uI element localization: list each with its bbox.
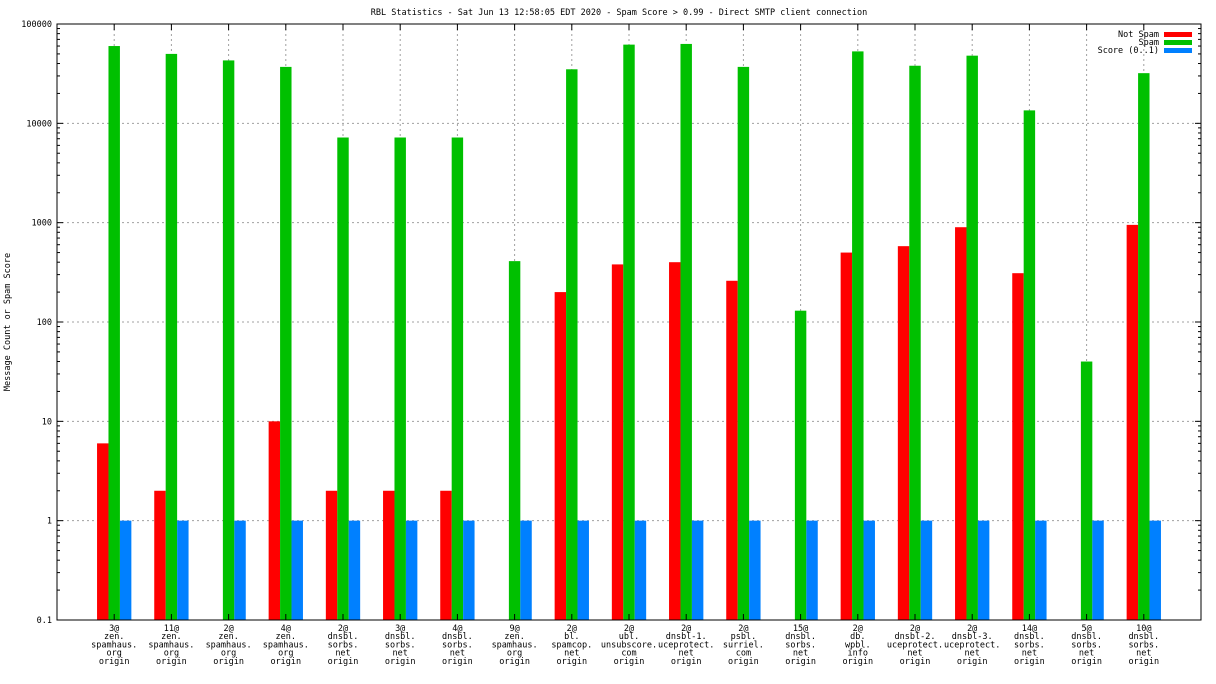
bar-spam: [1080, 361, 1093, 620]
x-tick-label: 10@ dnsbl. sorbs. net origin: [1128, 624, 1159, 667]
bar-score-0-1: [1149, 520, 1161, 620]
legend-swatch: [1164, 40, 1192, 45]
bar-spam: [165, 53, 178, 620]
bar-spam: [794, 310, 807, 620]
legend-swatch: [1164, 32, 1192, 37]
bar-not-spam: [440, 490, 452, 620]
x-tick-label: 11@ zen. spamhaus. org origin: [148, 624, 194, 667]
bar-spam: [852, 51, 864, 620]
legend-label: Score (0..1): [1098, 46, 1159, 56]
x-tick-label: 2@ dnsbl-1. uceprotect. net origin: [658, 624, 714, 667]
bar-score-0-1: [1092, 520, 1104, 620]
bar-score-0-1: [348, 520, 361, 620]
bar-spam: [566, 69, 578, 620]
x-tick-label: 15@ dnsbl. sorbs. net origin: [785, 624, 816, 667]
x-tick-label: 2@ ubl. unsubscore. com origin: [601, 624, 657, 667]
x-tick-label: 2@ dnsbl-3. uceprotect. net origin: [944, 624, 1000, 667]
bar-score-0-1: [577, 520, 589, 620]
x-tick-label: 14@ dnsbl. sorbs. net origin: [1014, 624, 1045, 667]
y-tick-label: 1: [47, 517, 52, 527]
bar-not-spam: [955, 227, 967, 620]
bar-score-0-1: [634, 520, 647, 620]
x-tick-label: 2@ bl. spamcop. net origin: [551, 624, 592, 667]
x-axis-ticks: 3@ zen. spamhaus. org origin 11@ zen. spamhaus.…: [91, 24, 1159, 667]
bar-score-0-1: [806, 520, 818, 620]
bar-not-spam: [97, 443, 109, 620]
bar-not-spam: [1012, 273, 1024, 620]
bar-spam: [394, 137, 406, 620]
y-tick-label: 100: [37, 318, 52, 328]
bar-score-0-1: [291, 520, 303, 620]
x-tick-label: 3@ zen. spamhaus. org origin: [91, 624, 137, 667]
bar-score-0-1: [920, 520, 933, 620]
bar-not-spam: [611, 264, 624, 620]
bar-spam: [1023, 110, 1036, 621]
x-tick-label: 5@ dnsbl. sorbs. net origin: [1071, 624, 1102, 667]
bar-score-0-1: [234, 520, 246, 620]
bar-not-spam: [154, 490, 166, 620]
x-tick-label: 2@ zen. spamhaus. org origin: [206, 624, 252, 667]
bars: [97, 43, 1161, 621]
bar-score-0-1: [749, 520, 761, 620]
x-tick-label: 4@ zen. spamhaus. org origin: [263, 624, 309, 667]
bar-spam: [909, 65, 921, 620]
chart-title: RBL Statistics - Sat Jun 13 12:58:05 EDT…: [371, 8, 867, 18]
bar-spam: [623, 44, 635, 620]
bar-score-0-1: [977, 520, 990, 620]
bar-score-0-1: [863, 520, 875, 620]
bar-spam: [737, 66, 750, 620]
bar-score-0-1: [1035, 520, 1047, 620]
bar-not-spam: [1126, 224, 1139, 620]
y-tick-label: 1000: [32, 219, 52, 229]
x-tick-label: 9@ zen. spamhaus. org origin: [492, 624, 538, 667]
y-tick-label: 10000: [26, 119, 52, 129]
bar-not-spam: [268, 421, 281, 620]
bar-score-0-1: [405, 520, 418, 620]
x-tick-label: 4@ dnsbl. sorbs. net origin: [442, 624, 473, 667]
y-axis-ticks: 0.1 1 10 100 1000 10000 100000: [21, 20, 1201, 626]
bar-spam: [280, 66, 292, 620]
bar-not-spam: [383, 490, 395, 620]
bar-not-spam: [840, 252, 853, 621]
x-tick-label: 2@ dnsbl. sorbs. net origin: [328, 624, 359, 667]
y-tick-label: 10: [42, 417, 52, 427]
legend-label: Spam: [1139, 38, 1159, 48]
bar-not-spam: [554, 292, 567, 620]
bar-score-0-1: [691, 520, 704, 620]
bar-spam: [966, 55, 978, 620]
bar-not-spam: [897, 246, 910, 621]
bar-not-spam: [726, 280, 738, 620]
bar-spam: [508, 261, 521, 620]
bar-spam: [680, 43, 692, 620]
bar-score-0-1: [177, 520, 189, 620]
bar-not-spam: [325, 490, 338, 620]
y-tick-label: 100000: [21, 20, 52, 30]
x-tick-label: 2@ db. wpbl. info origin: [842, 624, 873, 667]
x-tick-label: 2@ psbl. surriel. com origin: [723, 624, 764, 667]
bar-spam: [222, 60, 235, 620]
bar-spam: [108, 46, 120, 620]
bar-spam: [1138, 73, 1150, 621]
x-tick-label: 3@ dnsbl. sorbs. net origin: [385, 624, 416, 667]
x-tick-label: 2@ dnsbl-2. uceprotect. net origin: [887, 624, 943, 667]
bar-score-0-1: [463, 520, 475, 620]
legend-swatch: [1164, 48, 1192, 53]
bar-score-0-1: [119, 520, 132, 620]
bar-score-0-1: [520, 520, 532, 620]
y-axis-label: Message Count or Spam Score: [3, 253, 13, 391]
legend-label: Not Spam: [1118, 30, 1159, 40]
bar-spam: [337, 137, 349, 620]
bar-not-spam: [669, 262, 681, 620]
y-tick-label: 0.1: [37, 616, 52, 626]
bar-spam: [451, 137, 464, 620]
